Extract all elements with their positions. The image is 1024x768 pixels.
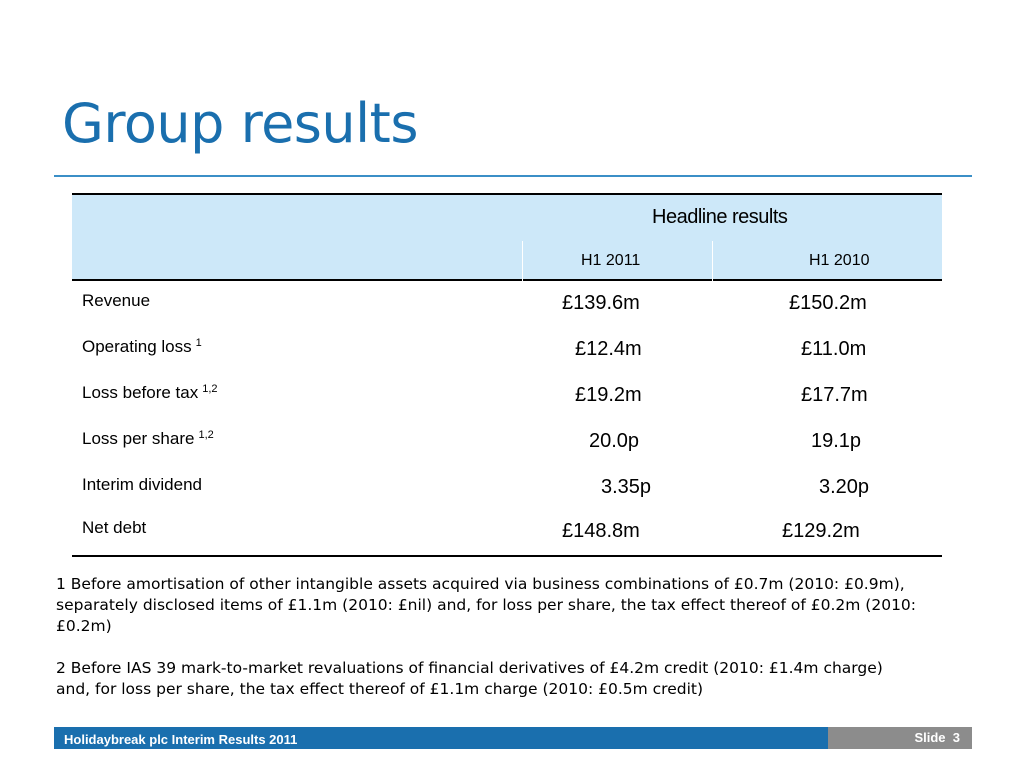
row-label: Interim dividend [82,475,203,494]
footnote-ref: 1 [195,337,202,349]
row-value-h1-2011: 20.0p [589,430,640,452]
title-divider [54,175,972,177]
row-label: Loss per share 1,2 [82,429,214,448]
table-row: Loss before tax 1,2 £19.2m £17.7m [72,376,942,422]
slide-number: Slide 3 [914,730,960,745]
footnote-2: 2 Before IAS 39 mark-to-market revaluati… [56,659,883,698]
row-value-h1-2010: £11.0m [801,338,867,360]
table-row: Net debt £148.8m £129.2m [72,514,942,560]
row-value-h1-2010: 19.1p [811,430,862,452]
row-value-h1-2011: £139.6m [562,292,640,314]
row-value-h1-2011: £12.4m [575,338,642,360]
row-label: Operating loss 1 [82,337,202,356]
table-header: Headline results H1 2011 H1 2010 [72,193,942,281]
footer-title: Holidaybreak plc Interim Results 2011 [64,732,298,747]
row-value-h1-2010: 3.20p [819,476,870,498]
row-label: Loss before tax 1,2 [82,383,218,402]
row-value-h1-2010: £17.7m [801,384,868,406]
row-label: Net debt [82,518,147,537]
column-header-h1-2011: H1 2011 [581,252,641,269]
footer-bar: Holidaybreak plc Interim Results 2011 [54,727,828,749]
table-row: Revenue £139.6m £150.2m [72,284,942,330]
row-value-h1-2010: £150.2m [789,292,867,314]
header-divider-left [522,241,523,281]
column-header-h1-2010: H1 2010 [809,252,870,269]
header-divider-right [712,241,713,281]
row-value-h1-2011: £19.2m [575,384,642,406]
table-bottom-rule [72,555,942,557]
table-row: Loss per share 1,2 20.0p 19.1p [72,422,942,468]
row-value-h1-2010: £129.2m [782,520,860,542]
footnote-ref: 1,2 [198,429,214,441]
row-label: Revenue [82,291,151,310]
footnote-1: 1 Before amortisation of other intangibl… [56,575,917,635]
table-row: Interim dividend 3.35p 3.20p [72,468,942,514]
table-row: Operating loss 1 £12.4m £11.0m [72,330,942,376]
footnote-ref: 1,2 [202,383,218,395]
row-value-h1-2011: 3.35p [601,476,652,498]
row-value-h1-2011: £148.8m [562,520,640,542]
headline-results-heading: Headline results [652,206,788,228]
slide-title: Group results [62,92,418,155]
slide-number-box: Slide 3 [828,727,972,749]
footnotes: 1 Before amortisation of other intangibl… [56,574,916,721]
